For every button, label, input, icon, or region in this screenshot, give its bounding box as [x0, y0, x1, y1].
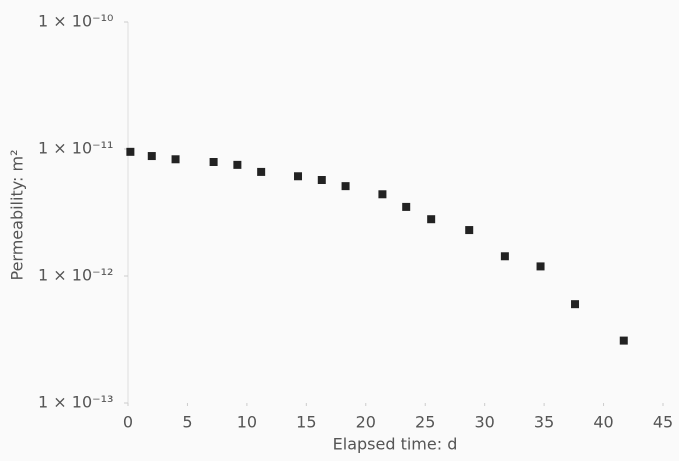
point	[126, 148, 134, 156]
point	[210, 158, 218, 166]
point	[148, 152, 156, 160]
x-tick-label: 0	[123, 413, 133, 432]
y-tick-label: 1 × 10⁻¹¹	[38, 139, 113, 158]
y-tick-label: 1 × 10⁻¹²	[38, 266, 113, 285]
point	[465, 226, 473, 234]
point	[620, 337, 628, 345]
point	[537, 262, 545, 270]
chart: Elapsed time: d Permeability: m² 1 × 10⁻…	[0, 0, 679, 461]
point	[294, 172, 302, 180]
x-tick-label: 35	[534, 413, 554, 432]
point	[501, 252, 509, 260]
point	[402, 203, 410, 211]
x-axis-label: Elapsed time: d	[333, 435, 458, 454]
x-tick-label: 5	[182, 413, 192, 432]
x-tick-label: 40	[593, 413, 613, 432]
point	[233, 161, 241, 169]
x-tick-label: 45	[653, 413, 673, 432]
point	[342, 182, 350, 190]
x-tick-label: 25	[415, 413, 435, 432]
x-tick-label: 30	[474, 413, 494, 432]
point	[172, 155, 180, 163]
y-tick-label: 1 × 10⁻¹³	[38, 393, 113, 412]
x-tick-label: 20	[356, 413, 376, 432]
point	[318, 176, 326, 184]
point	[257, 168, 265, 176]
x-tick-label: 15	[296, 413, 316, 432]
point	[378, 190, 386, 198]
x-tick-label: 10	[237, 413, 257, 432]
y-tick-label: 1 × 10⁻¹⁰	[38, 12, 113, 31]
point	[571, 300, 579, 308]
y-axis-label: Permeability: m²	[8, 150, 27, 281]
point	[427, 215, 435, 223]
